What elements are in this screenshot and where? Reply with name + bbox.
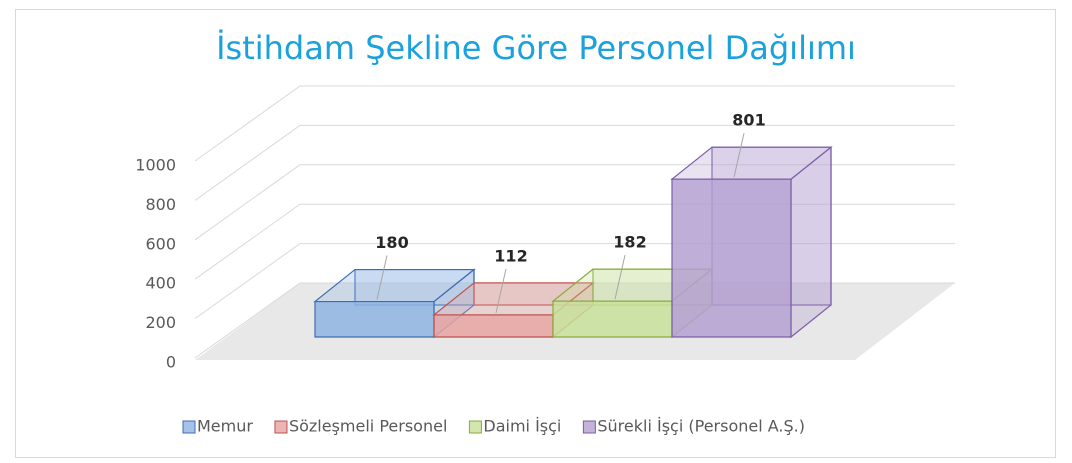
leader-line	[733, 133, 745, 178]
data-label: 801	[732, 111, 765, 130]
legend-swatch	[182, 420, 196, 434]
y-tick-label: 400	[145, 274, 176, 293]
y-tick-label: 800	[145, 195, 176, 214]
chart-title: İstihdam Şekline Göre Personel Dağılımı	[216, 29, 856, 67]
legend-label: Memur	[197, 417, 253, 436]
leader-line	[614, 255, 626, 300]
data-label: 112	[494, 246, 527, 265]
data-label: 182	[613, 233, 646, 252]
legend-label: Daimi İşçi	[483, 417, 561, 436]
legend-label: Sözleşmeli Personel	[289, 417, 447, 436]
chart-frame	[15, 9, 1056, 458]
bar-side	[790, 145, 832, 339]
bar-front	[552, 300, 673, 338]
y-tick-label: 600	[145, 234, 176, 253]
y-tick-label: 1000	[135, 156, 176, 175]
y-tick-label: 0	[166, 353, 176, 372]
data-label: 180	[375, 233, 408, 252]
grid-line	[194, 85, 955, 162]
legend-swatch	[468, 420, 482, 434]
bar-front	[671, 178, 792, 338]
bar-front	[314, 300, 435, 338]
legend-label: Sürekli İşçi (Personel A.Ş.)	[597, 417, 805, 436]
grid-line	[194, 124, 955, 201]
bar-front	[433, 314, 554, 338]
y-tick-label: 200	[145, 313, 176, 332]
legend-swatch	[582, 420, 596, 434]
leader-line	[376, 255, 388, 300]
legend-swatch	[274, 420, 288, 434]
leader-line	[495, 268, 507, 314]
